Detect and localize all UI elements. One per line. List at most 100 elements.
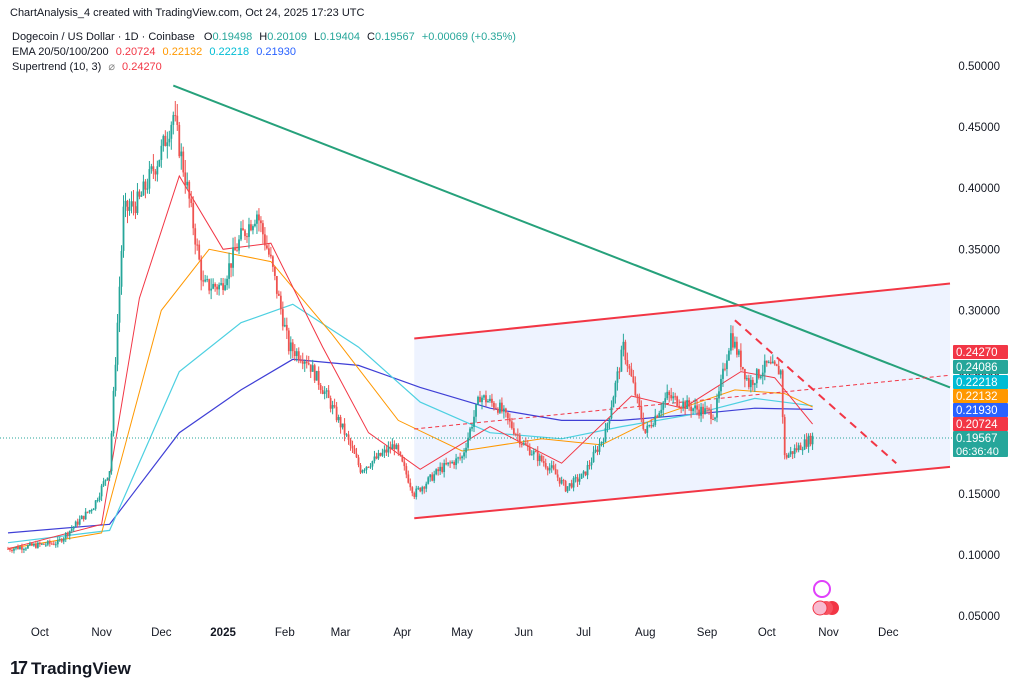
candle-body bbox=[158, 159, 161, 167]
x-tick-label: May bbox=[451, 627, 473, 639]
candle-body bbox=[730, 333, 732, 351]
candle-body bbox=[493, 402, 495, 408]
candle-body bbox=[461, 456, 463, 459]
candle-body bbox=[371, 461, 374, 467]
candle-body bbox=[84, 511, 87, 520]
candle-body bbox=[393, 444, 396, 450]
candle-body bbox=[726, 360, 728, 370]
candle-body bbox=[544, 463, 547, 468]
event-icons[interactable] bbox=[812, 580, 839, 616]
candle-body bbox=[564, 481, 567, 492]
candle-body bbox=[481, 397, 483, 403]
candle-body bbox=[359, 465, 362, 473]
candle-body bbox=[445, 463, 448, 465]
candle-body bbox=[479, 396, 481, 403]
candle-body bbox=[630, 368, 633, 377]
candle-body bbox=[130, 201, 133, 207]
candle-body bbox=[487, 401, 489, 403]
candle-body bbox=[194, 228, 197, 245]
ema-label: EMA 20/50/100/200 bbox=[12, 46, 109, 58]
price-label: 0.22132 bbox=[956, 391, 998, 403]
ohlc-open-value: 0.19498 bbox=[212, 31, 253, 43]
candle-body bbox=[369, 466, 372, 468]
candle-body bbox=[530, 454, 533, 456]
ohlc-high-label: H bbox=[259, 31, 268, 43]
candle-body bbox=[598, 443, 601, 452]
candle-body bbox=[642, 418, 645, 430]
candle-body bbox=[714, 417, 716, 420]
candle-body bbox=[670, 395, 673, 399]
candle-body bbox=[267, 248, 270, 255]
candle-body bbox=[795, 448, 798, 451]
candle-body bbox=[150, 166, 153, 170]
chart-header: ChartAnalysis_4 created with TradingView… bbox=[10, 7, 365, 19]
candle-body bbox=[144, 181, 147, 190]
candle-body bbox=[104, 479, 107, 482]
candle-body bbox=[244, 230, 246, 237]
x-tick-label: Dec bbox=[151, 627, 172, 639]
candle-body bbox=[377, 453, 380, 459]
candle-body bbox=[333, 405, 336, 407]
symbol-row[interactable]: Dogecoin / US Dollar · 1D · Coinbase O0.… bbox=[12, 30, 516, 45]
candle-body bbox=[716, 398, 718, 418]
x-tick-label: Aug bbox=[635, 627, 655, 639]
candle-body bbox=[134, 206, 137, 214]
candle-body bbox=[710, 409, 712, 419]
candle-body bbox=[36, 542, 39, 548]
candle-body bbox=[734, 341, 736, 348]
candle-body bbox=[230, 263, 232, 268]
candle-body bbox=[339, 417, 342, 428]
projection-line bbox=[734, 319, 897, 464]
candle-body bbox=[279, 295, 282, 310]
candle-body bbox=[431, 474, 434, 481]
candle-body bbox=[807, 435, 810, 447]
candle-body bbox=[301, 361, 304, 364]
price-label-box bbox=[953, 360, 1008, 374]
channel-lower-line bbox=[414, 465, 951, 520]
candle-body bbox=[491, 398, 493, 403]
candle-body bbox=[455, 458, 457, 466]
tradingview-logo[interactable]: 17 TradingView bbox=[10, 658, 131, 679]
candle-body bbox=[228, 263, 230, 279]
candle-body bbox=[204, 279, 207, 282]
candle-body bbox=[258, 214, 260, 221]
price-label-box bbox=[953, 375, 1008, 389]
candle-body bbox=[90, 510, 93, 512]
candle-body bbox=[546, 467, 549, 471]
candle-body bbox=[439, 466, 442, 472]
candle-body bbox=[712, 418, 714, 420]
candle-body bbox=[704, 408, 706, 415]
supertrend-row[interactable]: Supertrend (10, 3) ⌀ 0.24270 bbox=[12, 60, 516, 75]
candle-body bbox=[706, 408, 708, 410]
x-tick-label: Mar bbox=[331, 627, 351, 639]
candle-body bbox=[413, 493, 416, 497]
brand-label: TradingView bbox=[31, 658, 131, 678]
candle-body bbox=[327, 390, 330, 399]
candle-body bbox=[789, 451, 792, 455]
candle-body bbox=[676, 396, 679, 406]
ema-row[interactable]: EMA 20/50/100/200 0.20724 0.22132 0.2221… bbox=[12, 45, 516, 60]
candle-body bbox=[232, 247, 234, 268]
candle-body bbox=[345, 434, 348, 436]
candle-body bbox=[797, 445, 800, 451]
candle-body bbox=[600, 441, 603, 444]
ohlc-low-label: L bbox=[314, 31, 321, 43]
candle-body bbox=[728, 350, 730, 361]
candle-body bbox=[15, 546, 17, 549]
candle-body bbox=[29, 543, 31, 546]
candle-body bbox=[74, 521, 77, 527]
price-label-box bbox=[953, 403, 1008, 417]
candle-body bbox=[465, 447, 467, 453]
candle-body bbox=[152, 166, 155, 172]
candle-body bbox=[471, 426, 473, 429]
candle-body bbox=[234, 247, 236, 251]
candle-body bbox=[264, 234, 266, 246]
candle-body bbox=[262, 223, 264, 235]
candle-body bbox=[602, 441, 605, 443]
candle-body bbox=[407, 474, 410, 483]
candle-body bbox=[254, 223, 256, 227]
candle-body bbox=[13, 548, 15, 551]
ema100-value: 0.22218 bbox=[209, 46, 250, 58]
candle-body bbox=[319, 384, 322, 391]
